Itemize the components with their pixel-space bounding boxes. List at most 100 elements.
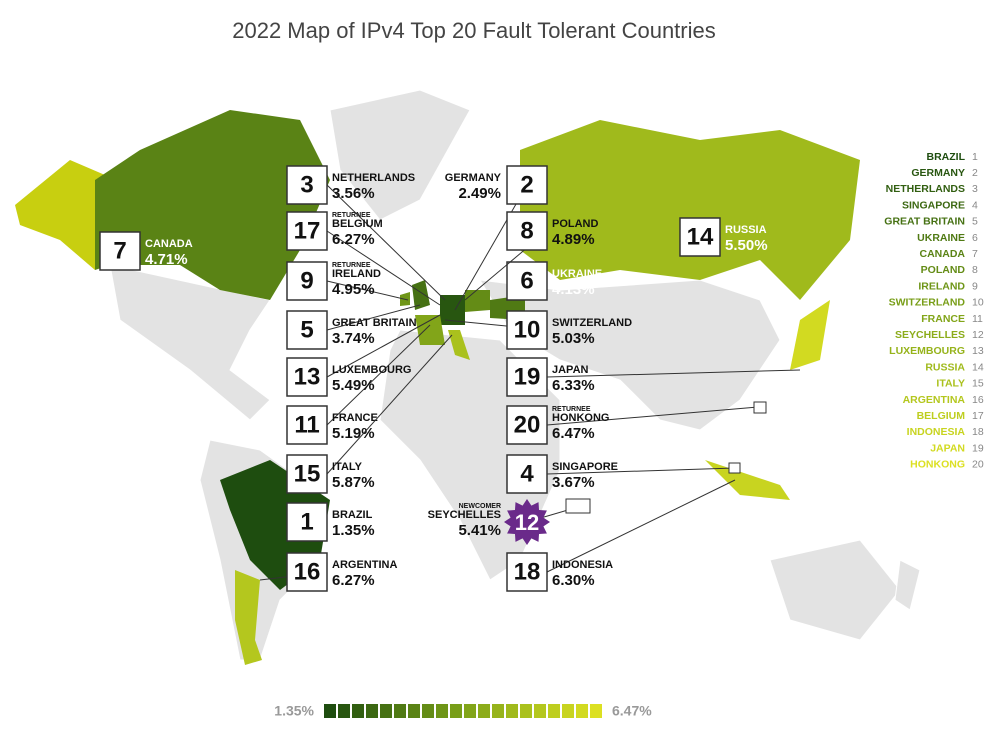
scale-swatch	[506, 704, 518, 718]
legend-rank: 3	[972, 183, 978, 195]
title: 2022 Map of IPv4 Top 20 Fault Tolerant C…	[232, 18, 715, 43]
rank: 8	[520, 217, 533, 244]
scale-swatch	[380, 704, 392, 718]
legend-rank: 12	[972, 329, 984, 341]
scale-max: 6.47%	[612, 703, 652, 719]
country-value: 4.71%	[145, 251, 188, 268]
country-name: ARGENTINA	[332, 559, 397, 571]
rank-badge	[504, 499, 550, 545]
target-box	[753, 401, 767, 414]
legend-name: CANADA	[920, 248, 966, 260]
legend-name: SINGAPORE	[902, 199, 965, 211]
legend-name: INDONESIA	[907, 426, 966, 438]
legend-rank: 8	[972, 264, 978, 276]
rank: 12	[515, 510, 539, 535]
rank: 19	[514, 363, 541, 390]
legend-name: ARGENTINA	[903, 394, 966, 406]
leader-line	[326, 324, 431, 426]
country-value: 1.35%	[332, 522, 375, 539]
rank-box	[286, 211, 328, 251]
legend-name: FRANCE	[921, 313, 965, 325]
country-value: 5.87%	[332, 474, 375, 491]
rank-box	[286, 502, 328, 542]
tag: RETURNEE	[332, 262, 371, 269]
country-value: 3.56%	[332, 185, 375, 202]
country-name: SINGAPORE	[552, 461, 618, 473]
country-name: POLAND	[552, 218, 599, 230]
country-name: BELGIUM	[332, 218, 383, 230]
legend-name: SEYCHELLES	[895, 329, 965, 341]
rank-box	[286, 357, 328, 397]
country-name: BRAZIL	[332, 509, 373, 521]
legend-rank: 16	[972, 394, 984, 406]
country-name: NETHERLANDS	[332, 172, 415, 184]
country-name: UKRAINE	[552, 268, 602, 280]
leader-line	[326, 314, 441, 378]
country-name: GERMANY	[445, 172, 502, 184]
rank-box	[286, 261, 328, 301]
legend-rank: 1	[972, 151, 978, 163]
country-value: 4.89%	[552, 231, 595, 248]
rank-box	[286, 310, 328, 350]
leader-line	[326, 304, 421, 331]
legend-rank: 15	[972, 378, 984, 390]
legend-name: ITALY	[936, 378, 965, 390]
country-value: 5.49%	[332, 377, 375, 394]
scale-swatch	[324, 704, 336, 718]
country-value: 3.74%	[332, 330, 375, 347]
country-value: 6.27%	[332, 572, 375, 589]
leader-line	[326, 334, 453, 475]
rank: 6	[520, 267, 533, 294]
legend-rank: 4	[972, 199, 978, 211]
scale-swatch	[422, 704, 434, 718]
rank-box	[286, 552, 328, 592]
rank-box	[506, 405, 548, 445]
leader-line	[326, 230, 441, 306]
legend-name: GREAT BRITAIN	[884, 216, 965, 228]
rank: 18	[514, 558, 541, 585]
country-name: HONKONG	[552, 412, 609, 424]
legend-rank: 13	[972, 345, 984, 357]
scale-swatch	[534, 704, 546, 718]
country-value: 6.33%	[552, 377, 595, 394]
leader-line	[546, 467, 736, 475]
legend-name: NETHERLANDS	[886, 183, 965, 195]
rank: 3	[300, 171, 313, 198]
country-name: JAPAN	[552, 364, 589, 376]
scale-swatch	[576, 704, 588, 718]
legend-rank: 10	[972, 297, 984, 309]
rank: 20	[514, 411, 541, 438]
rank: 2	[520, 171, 533, 198]
rank-box	[286, 405, 328, 445]
rank: 5	[300, 316, 313, 343]
legend-rank: 14	[972, 361, 984, 373]
legend-rank: 9	[972, 280, 978, 292]
scale-swatch	[338, 704, 350, 718]
rank: 10	[514, 316, 541, 343]
scale-min: 1.35%	[274, 703, 314, 719]
scale-swatch	[394, 704, 406, 718]
leader-line	[546, 479, 736, 573]
rank-box	[506, 454, 548, 494]
leader-line	[326, 184, 446, 301]
legend-name: GERMANY	[911, 167, 965, 179]
legend-rank: 18	[972, 426, 984, 438]
scale-swatch	[548, 704, 560, 718]
rank-box	[506, 310, 548, 350]
rank-box	[506, 165, 548, 205]
rank-legend: BRAZIL 1 GERMANY 2 NETHERLANDS 3 SINGAPORE 4 GRE…	[884, 151, 984, 471]
legend-name: RUSSIA	[925, 361, 965, 373]
country-value: 6.47%	[552, 425, 595, 442]
rank: 13	[294, 363, 321, 390]
country-name: IRELAND	[332, 268, 381, 280]
country-name: CANADA	[145, 238, 193, 250]
scale-swatch	[366, 704, 378, 718]
rank-box	[506, 261, 548, 301]
tag: RETURNEE	[332, 212, 371, 219]
country-value: 5.03%	[552, 330, 595, 347]
country-value: 6.30%	[552, 572, 595, 589]
legend-rank: 5	[972, 216, 978, 228]
scale-swatch	[464, 704, 476, 718]
